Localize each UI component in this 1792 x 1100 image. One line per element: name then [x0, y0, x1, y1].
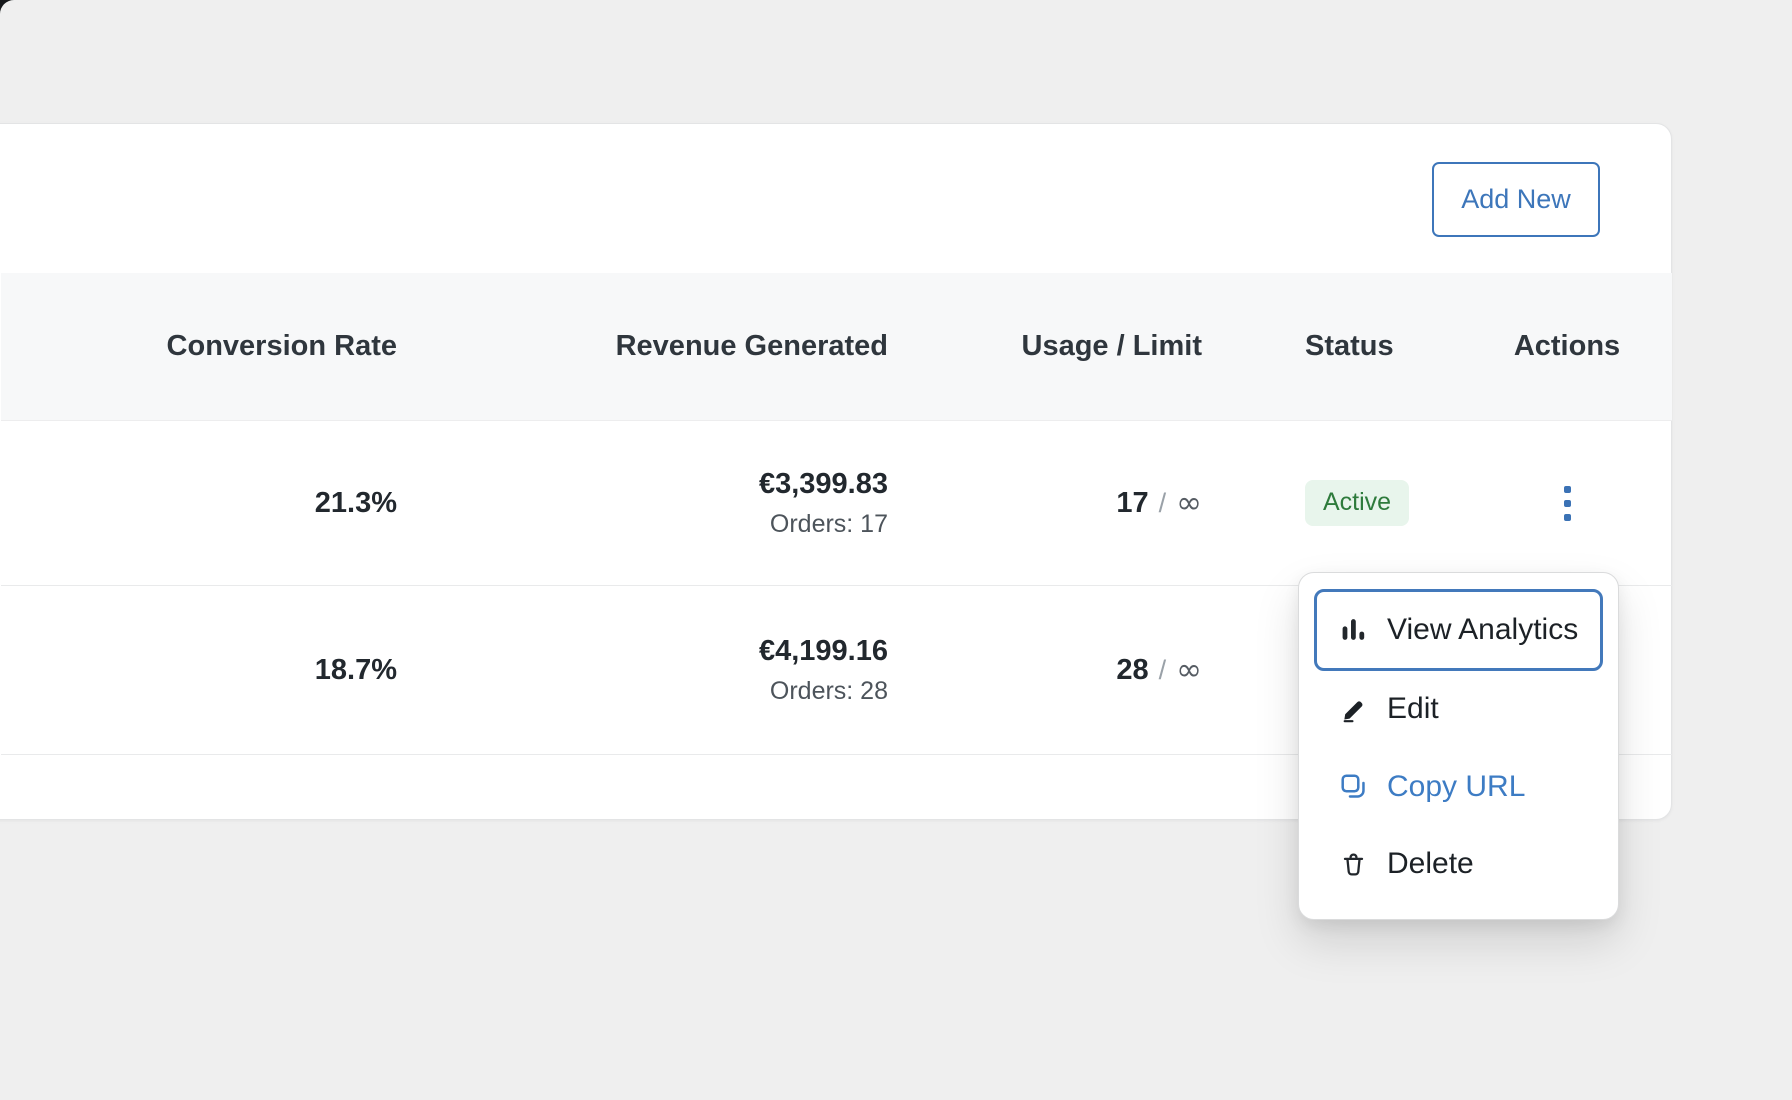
menu-item-copy-url[interactable]: Copy URL: [1314, 748, 1603, 826]
column-header-revenue-generated: Revenue Generated: [615, 330, 888, 362]
row-actions-kebab-button[interactable]: [1550, 476, 1585, 531]
column-header-conversion-rate: Conversion Rate: [166, 330, 397, 362]
menu-item-edit[interactable]: Edit: [1314, 671, 1603, 749]
pencil-icon: [1340, 696, 1367, 723]
conversion-rate-value: 18.7%: [314, 653, 397, 686]
column-header-actions: Actions: [1513, 330, 1621, 362]
menu-item-label: View Analytics: [1387, 612, 1579, 646]
menu-item-label: Delete: [1387, 847, 1474, 881]
card-toolbar: Add New: [1, 124, 1672, 273]
table-row: 18.7% €4,199.16 Orders: 28 28 / ∞: [1, 586, 1672, 755]
table-header-row: Conversion Rate Revenue Generated Usage …: [1, 273, 1672, 421]
revenue-cell: €3,399.83 Orders: 17: [401, 468, 896, 539]
status-cell: Active: [1202, 480, 1462, 526]
usage-separator: /: [1158, 654, 1167, 685]
menu-item-delete[interactable]: Delete: [1314, 826, 1603, 904]
menu-item-label: Edit: [1387, 692, 1439, 726]
usage-count: 17: [1116, 486, 1149, 519]
column-header-status: Status: [1305, 330, 1394, 362]
trash-icon: [1340, 851, 1367, 878]
revenue-value: €4,199.16: [758, 634, 888, 667]
usage-separator: /: [1158, 487, 1167, 518]
menu-item-view-analytics[interactable]: View Analytics: [1314, 589, 1603, 671]
usage-limit-cell: 17 / ∞: [896, 487, 1202, 520]
kebab-dot-icon: [1563, 513, 1571, 521]
revenue-cell: €4,199.16 Orders: 28: [401, 635, 896, 706]
actions-dropdown-menu: View Analytics Edit Copy URL Del: [1298, 572, 1619, 920]
column-header-usage-limit: Usage / Limit: [1021, 330, 1203, 362]
add-new-button[interactable]: Add New: [1432, 162, 1600, 237]
orders-count: Orders: 17: [769, 509, 888, 538]
menu-item-label: Copy URL: [1387, 769, 1526, 803]
table-row: 21.3% €3,399.83 Orders: 17 17 / ∞ Active: [1, 421, 1672, 586]
actions-cell: [1462, 476, 1672, 531]
usage-count: 28: [1116, 653, 1149, 686]
conversion-rate-value: 21.3%: [314, 486, 397, 519]
bar-chart-icon: [1340, 616, 1367, 643]
copy-icon: [1340, 773, 1367, 800]
status-badge: Active: [1305, 480, 1410, 526]
kebab-dot-icon: [1563, 499, 1571, 507]
kebab-dot-icon: [1563, 485, 1571, 493]
page-corner-mask: [0, 0, 16, 16]
infinity-icon: ∞: [1176, 484, 1202, 521]
infinity-icon: ∞: [1176, 651, 1202, 688]
revenue-value: €3,399.83: [758, 467, 888, 500]
orders-count: Orders: 28: [769, 676, 888, 705]
usage-limit-cell: 28 / ∞: [896, 654, 1202, 687]
